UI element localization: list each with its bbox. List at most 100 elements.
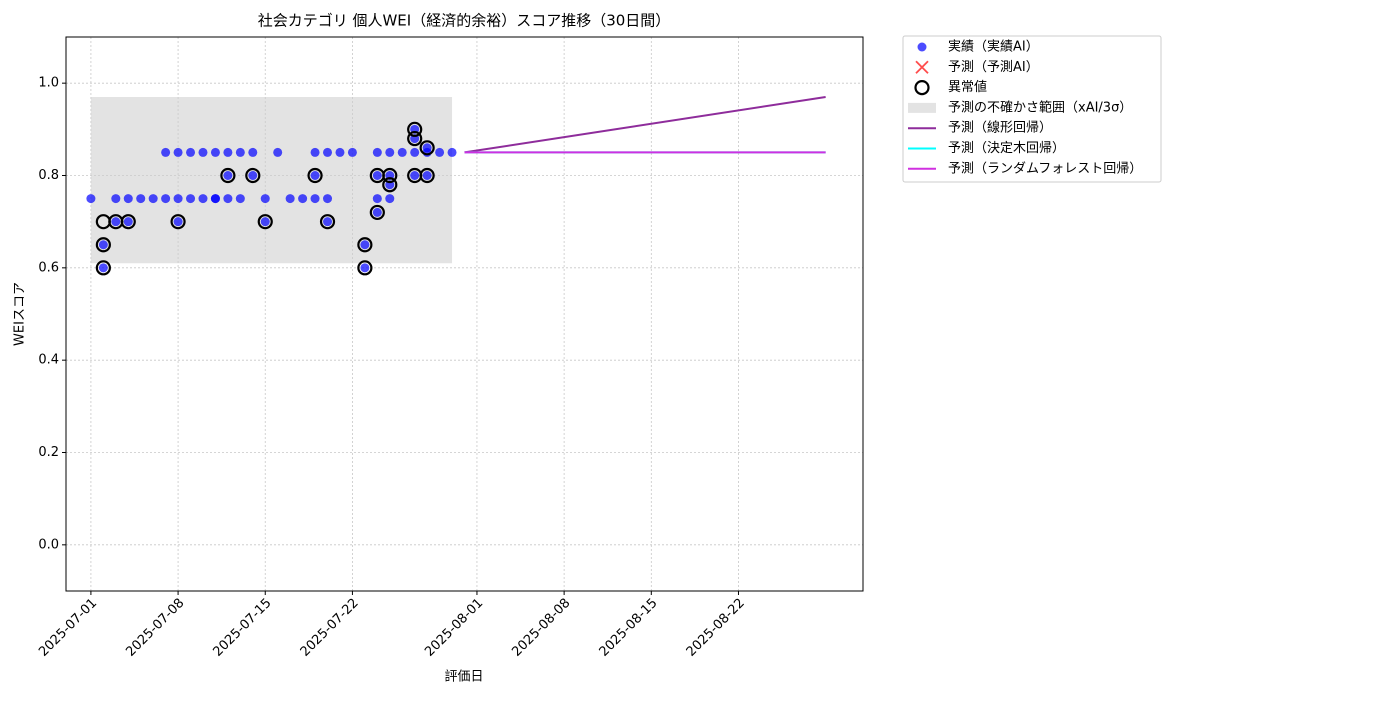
point [98,263,108,273]
point [372,207,382,217]
x-tick-label: 2025-07-08 [123,596,187,660]
point [198,147,208,157]
point [98,240,108,250]
legend-label: 実績（実績AI） [948,39,1039,55]
point [223,171,233,180]
point [198,194,208,204]
legend-label: 予測（決定木回帰） [948,140,1065,156]
point [385,194,395,204]
point [210,147,220,157]
legend-label: 異常値 [948,79,987,95]
y-tick-label: 0.6 [38,260,59,275]
point [123,217,133,227]
point [410,147,420,157]
x-tick-label: 2025-08-01 [422,596,486,660]
point [422,171,432,180]
point [385,147,395,157]
point [447,147,457,157]
point [917,42,927,52]
point [372,147,382,157]
x-tick-label: 2025-08-15 [597,596,661,660]
point [136,194,146,204]
anomaly-point [369,204,385,221]
point [372,194,382,204]
point [123,194,133,204]
anomaly-point [170,214,186,230]
point [435,147,445,157]
plot-area [86,96,826,276]
point [210,194,220,204]
anomaly-point [95,237,111,253]
point [111,194,121,204]
prediction-line [464,96,826,154]
point [148,194,158,204]
point [397,147,407,157]
x-tick-label: 2025-07-22 [298,596,362,660]
point [161,194,171,204]
point [310,194,320,204]
point [360,240,370,250]
x-tick-label: 2025-07-15 [211,596,275,660]
y-tick-label: 0.8 [38,168,59,183]
anomaly-point [319,214,336,230]
y-tick-label: 0.0 [38,537,59,552]
anomaly-point [95,260,111,276]
legend-label: 予測（線形回帰） [948,120,1052,136]
point [360,263,370,273]
anomaly-point [307,167,323,184]
y-axis-label: WEIスコア [13,282,28,346]
anomaly-point [914,79,930,96]
x-marker [915,60,929,74]
anomaly-point [407,121,423,137]
point [323,147,333,157]
anomaly-point [257,214,273,230]
y-tick-label: 0.4 [38,353,59,368]
point [323,217,333,227]
x-tick-label: 2025-08-22 [684,596,748,660]
point [235,147,245,157]
point [310,171,320,180]
point [260,217,270,227]
point [372,171,382,180]
anomaly-point [382,167,398,184]
y-tick-label: 1.0 [38,76,59,91]
legend-label: 予測（予測AI） [948,60,1039,75]
legend-swatch [908,102,936,113]
point [347,147,357,157]
legend-label: 予測（ランダムフォレスト回帰） [948,160,1142,176]
chart-title: 社会カテゴリ 個人WEI（経済的余裕）スコア推移（30日間） [258,12,671,30]
y-tick-label: 0.2 [38,445,59,460]
point [260,194,270,204]
anomaly-point [220,167,236,184]
point [173,194,183,204]
point [86,194,96,204]
point [285,194,295,204]
anomaly-point [245,167,261,184]
x-tick-label: 2025-08-08 [509,596,573,660]
point [410,171,420,180]
point [173,147,183,157]
point [186,194,196,204]
point [223,147,233,157]
point [323,194,333,204]
uncertainty-band [90,97,453,264]
anomaly-point [407,130,423,147]
anomaly-point [357,260,373,276]
anomaly-point [419,140,435,156]
point [310,147,320,157]
point [273,147,283,157]
point [235,194,245,204]
point [223,194,233,204]
point [186,147,196,157]
point [161,147,171,157]
point [335,147,345,157]
point [298,194,308,204]
anomaly-point [419,167,435,184]
point [111,217,121,227]
anomaly-point [120,214,136,230]
plot-frame [65,36,864,592]
anomaly-point [357,237,373,253]
legend-box [902,35,1162,183]
